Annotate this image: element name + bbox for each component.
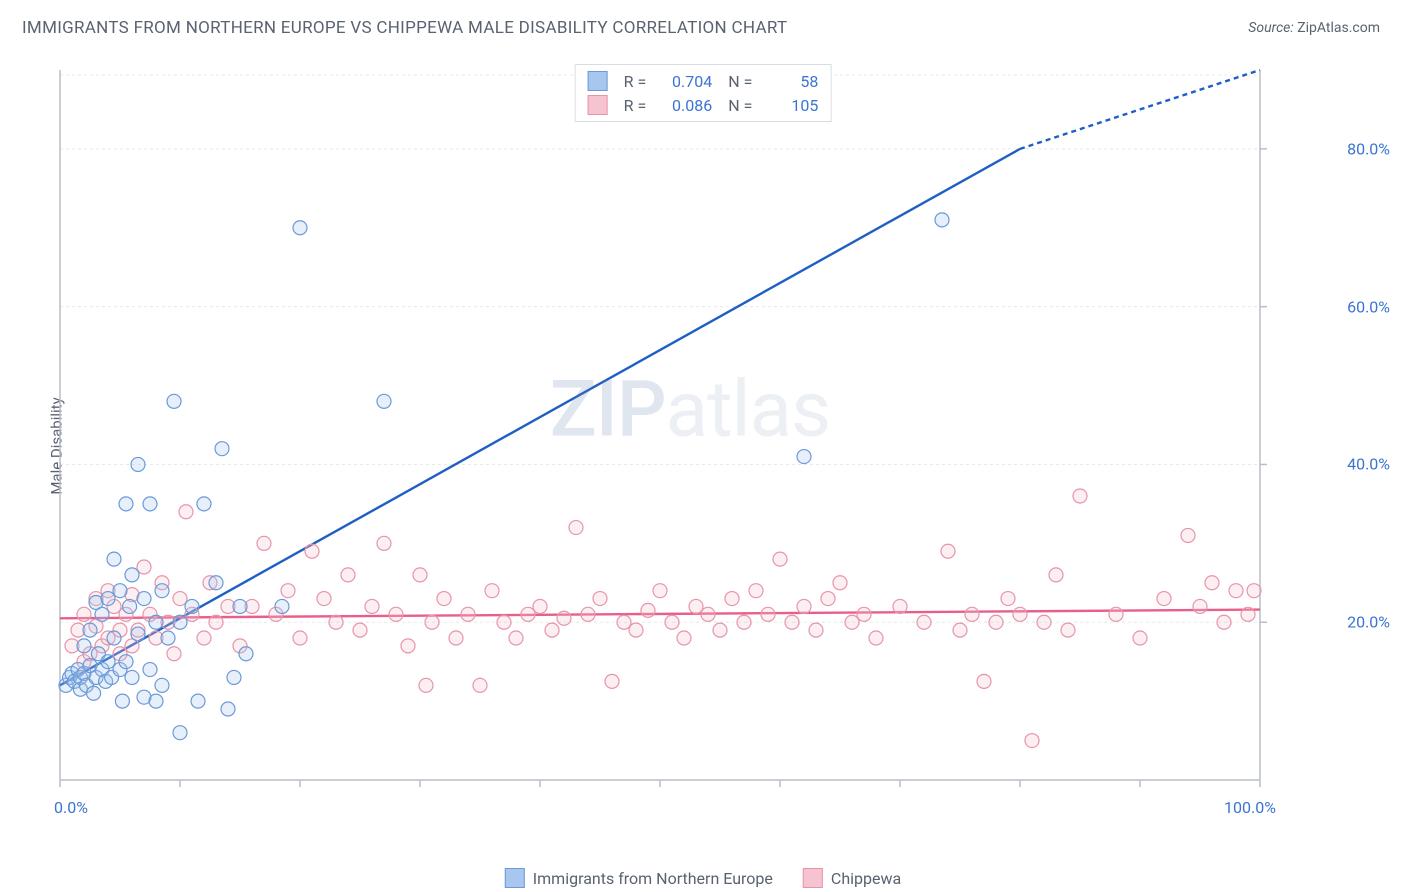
source-label: Source: [1248, 20, 1293, 36]
x-tick-label: 100.0% [1224, 798, 1276, 817]
chart-title: IMMIGRANTS FROM NORTHERN EUROPE VS CHIPP… [22, 18, 787, 38]
series-legend: Immigrants from Northern Europe Chippewa [505, 868, 901, 888]
y-tick-label: 80.0% [1347, 139, 1390, 158]
n-label: N = [728, 72, 752, 91]
n-value-2: 105 [762, 96, 818, 115]
scatter-chart-svg [50, 60, 1330, 820]
r-label: R = [624, 72, 647, 91]
x-tick-label: 0.0% [54, 798, 88, 817]
legend-item-2: Chippewa [803, 868, 901, 888]
chart-area: ZIPatlas 0.0%100.0%20.0%40.0%60.0%80.0% [50, 60, 1330, 820]
r-value-2: 0.086 [656, 96, 712, 115]
source-value: ZipAtlas.com [1297, 20, 1380, 36]
source-attribution: Source: ZipAtlas.com [1248, 20, 1380, 36]
r-value-1: 0.704 [656, 72, 712, 91]
legend-row-series-1: R = 0.704 N = 58 [588, 69, 819, 93]
y-tick-label: 60.0% [1347, 297, 1390, 316]
swatch-bottom-2 [803, 868, 823, 888]
n-value-1: 58 [762, 72, 818, 91]
legend-label-1: Immigrants from Northern Europe [533, 869, 773, 888]
y-tick-label: 20.0% [1347, 613, 1390, 632]
y-tick-label: 40.0% [1347, 455, 1390, 474]
r-label: R = [624, 96, 647, 115]
n-label: N = [728, 96, 752, 115]
swatch-series-1 [588, 71, 608, 91]
legend-item-1: Immigrants from Northern Europe [505, 868, 773, 888]
legend-row-series-2: R = 0.086 N = 105 [588, 93, 819, 117]
swatch-series-2 [588, 95, 608, 115]
swatch-bottom-1 [505, 868, 525, 888]
legend-label-2: Chippewa [831, 869, 901, 888]
correlation-legend: R = 0.704 N = 58 R = 0.086 N = 105 [575, 64, 832, 122]
